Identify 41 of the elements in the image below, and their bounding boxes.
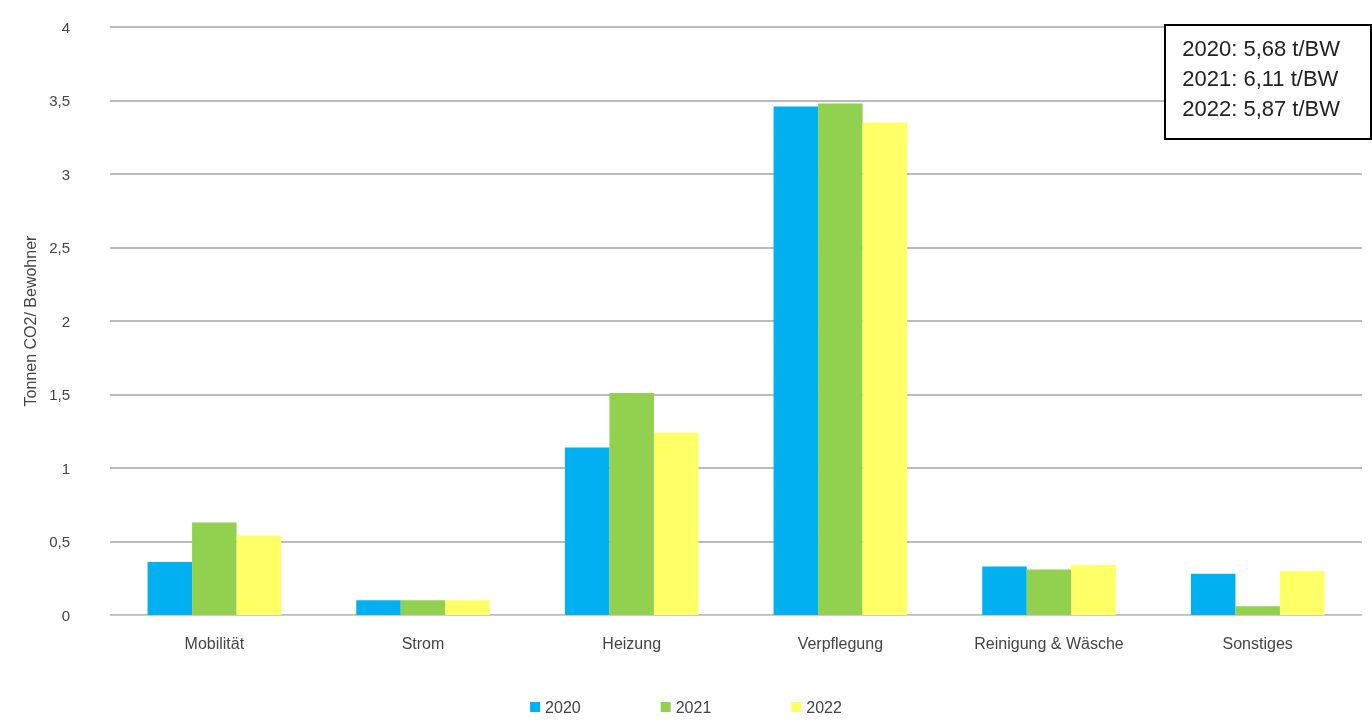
bar [862,122,908,615]
bar [147,562,193,615]
bar [564,447,610,615]
bar [1279,570,1325,615]
y-tick-label: 2,5 [49,239,70,256]
bar [609,393,654,615]
bar [1190,573,1236,615]
y-tick-label: 1,5 [49,386,70,403]
legend-label: 2020 [545,698,581,716]
y-tick-label: 2 [61,312,70,330]
legend-label: 2021 [675,698,712,716]
y-tick-label: 3,5 [49,92,70,109]
y-tick-label: 0,5 [49,533,70,550]
x-tick-label: Sonstiges [1222,634,1293,652]
note-box: 2020: 5,68 t/BW 2021: 6,11 t/BW 2022: 5,87 t/BW [1164,24,1372,140]
x-tick-label: Heizung [602,634,662,652]
y-tick-label: 1 [61,459,70,477]
y-axis-title: Tonnen CO2/ Bewohner [21,234,39,407]
y-tick-label: 4 [61,18,70,36]
bar [400,600,446,615]
bar [236,535,282,615]
bar [356,600,401,615]
annotation: 2022: 5,87 t/BW [1182,95,1340,123]
bar [818,103,863,615]
x-tick-label: Mobilität [184,634,245,652]
bar [1026,569,1072,615]
legend-label: 2022 [806,698,842,716]
x-tick-label: Verpflegung [797,634,884,652]
y-tick-label: 0 [61,606,70,624]
bar [982,566,1027,615]
bar [773,106,819,615]
annotation: 2020: 5,68 t/BW [1182,35,1340,63]
bar [192,522,237,615]
bar [653,432,699,615]
annotation: 2021: 6,11 t/BW [1182,65,1340,93]
x-tick-label: Reinigung & Wäsche [974,634,1124,652]
bar [1235,606,1280,615]
bar [445,600,490,615]
bar [1071,565,1116,615]
x-tick-label: Strom [401,634,445,652]
y-tick-label: 3 [61,165,70,183]
